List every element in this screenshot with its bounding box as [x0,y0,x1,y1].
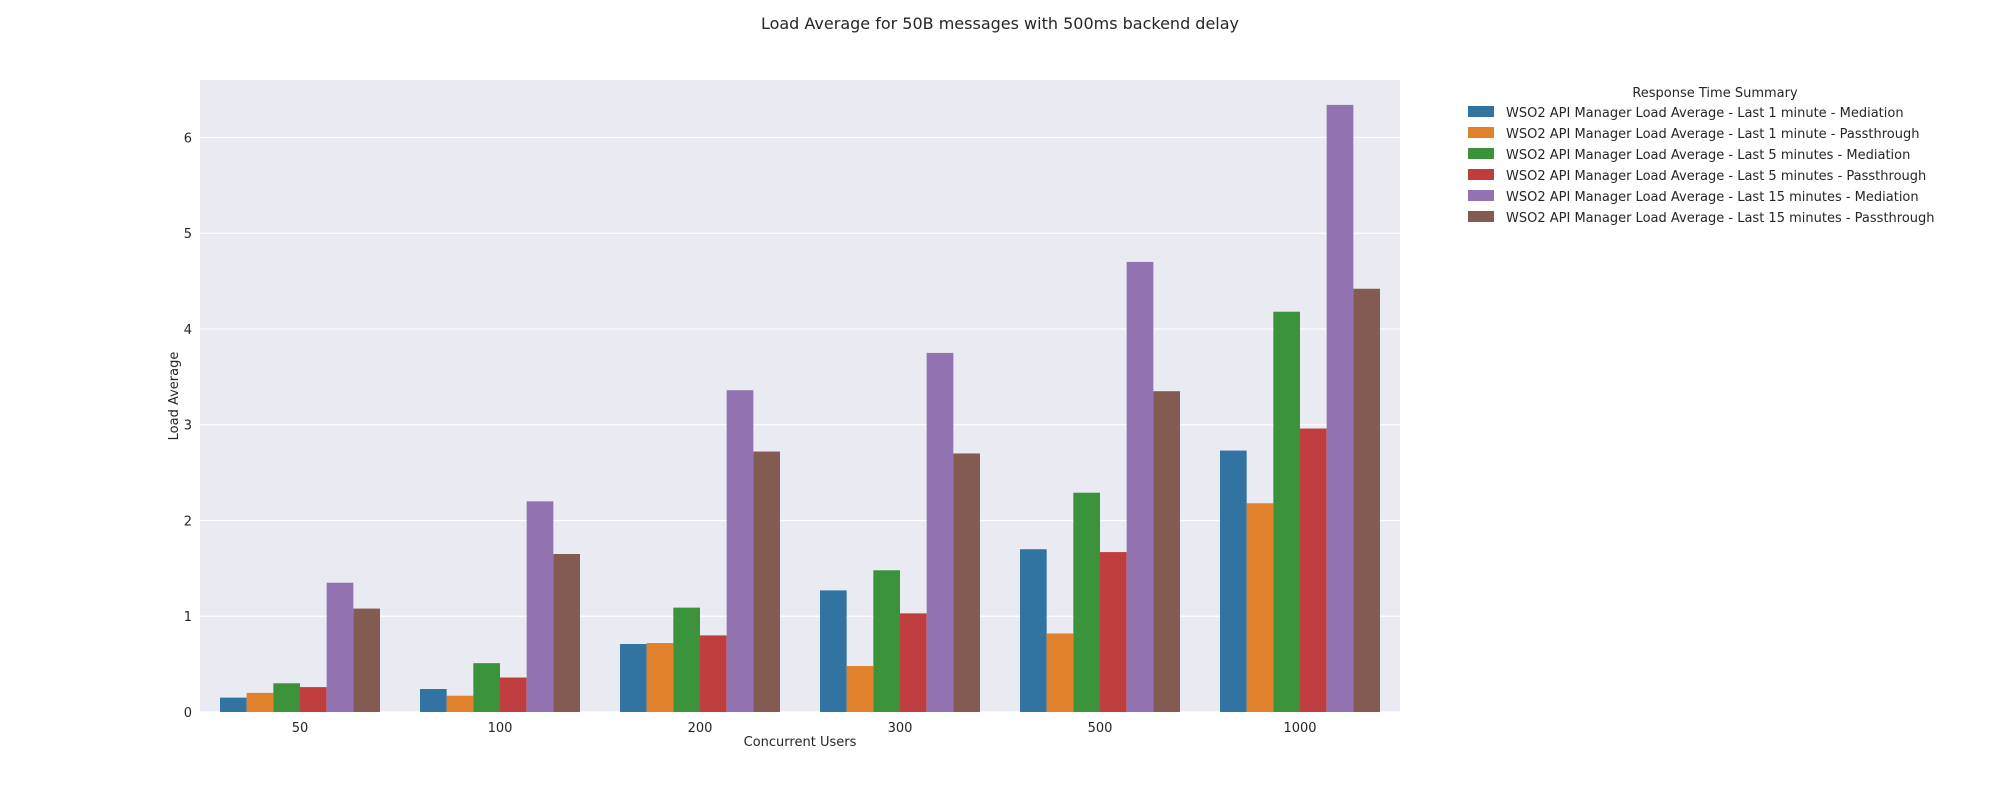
x-tick-label: 100 [488,721,513,736]
bar-100-series-6 [553,554,580,712]
bars [220,104,1380,712]
bar-50-series-6 [353,608,380,712]
bar-50-series-3 [273,683,300,712]
bar-300-series-2 [846,666,874,712]
bar-500-series-1 [1020,549,1047,712]
bar-300-series-1 [820,590,847,712]
grid-lines [200,136,1400,713]
y-axis-label: Load Average [167,352,182,441]
legend-swatch [1468,211,1494,222]
legend-title: Response Time Summary [1632,86,1798,101]
bar-300-series-4 [900,613,927,712]
bar-1000-series-1 [1220,450,1247,712]
bar-50-series-1 [220,697,247,712]
bar-200-series-3 [673,607,700,712]
bar-50-series-5 [326,582,354,712]
legend-swatch [1468,106,1494,117]
plot-area [200,80,1400,712]
bar-100-series-3 [473,663,500,712]
bar-1000-series-5 [1326,104,1354,712]
bar-500-series-4 [1100,552,1127,712]
y-tick-label: 3 [184,419,192,434]
bar-50-series-4 [300,687,327,712]
bar-500-series-2 [1046,633,1074,712]
bar-200-series-6 [753,451,780,712]
legend-label: WSO2 API Manager Load Average - Last 15 … [1506,190,1919,205]
x-axis-label: Concurrent Users [744,735,857,750]
y-tick-labels: 0 1 2 3 4 5 6 [184,131,192,721]
legend-swatch [1468,169,1494,180]
bar-300-series-6 [953,453,980,712]
legend: Response Time Summary WSO2 API Manager L… [1468,86,1935,226]
bar-200-series-4 [700,635,727,712]
bar-1000-series-6 [1353,288,1380,712]
bar-500-series-6 [1153,391,1180,712]
x-tick-label: 300 [888,721,913,736]
legend-label: WSO2 API Manager Load Average - Last 5 m… [1506,148,1910,163]
y-tick-label: 2 [184,514,192,529]
y-tick-label: 1 [184,610,192,625]
bar-50-series-2 [246,692,274,712]
x-tick-label: 500 [1088,721,1113,736]
y-tick-label: 5 [184,227,192,242]
y-tick-label: 6 [184,131,192,146]
x-tick-label: 50 [292,721,309,736]
bar-500-series-5 [1126,261,1154,712]
bar-200-series-5 [726,390,754,712]
bar-300-series-5 [926,352,954,712]
bar-1000-series-4 [1300,428,1327,712]
bar-1000-series-3 [1273,311,1300,712]
legend-swatch [1468,127,1494,138]
legend-swatch [1468,148,1494,159]
legend-swatch [1468,190,1494,201]
bar-200-series-2 [646,643,674,712]
bar-100-series-4 [500,677,527,712]
legend-label: WSO2 API Manager Load Average - Last 1 m… [1506,127,1919,142]
bar-100-series-1 [420,689,447,712]
y-tick-label: 0 [184,706,192,721]
legend-label: WSO2 API Manager Load Average - Last 15 … [1506,211,1935,226]
y-tick-label: 4 [184,323,192,338]
chart-title: Load Average for 50B messages with 500ms… [761,14,1239,33]
x-tick-labels: 50 100 200 300 500 1000 [292,721,1317,736]
bar-300-series-3 [873,570,900,712]
legend-label: WSO2 API Manager Load Average - Last 1 m… [1506,106,1904,121]
legend-items: WSO2 API Manager Load Average - Last 1 m… [1468,106,1935,226]
legend-label: WSO2 API Manager Load Average - Last 5 m… [1506,169,1926,184]
bar-100-series-5 [526,501,554,712]
bar-100-series-2 [446,695,474,712]
bar-200-series-1 [620,644,647,712]
x-tick-label: 1000 [1283,721,1316,736]
bar-1000-series-2 [1246,503,1274,712]
bar-500-series-3 [1073,492,1100,712]
x-tick-label: 200 [688,721,713,736]
